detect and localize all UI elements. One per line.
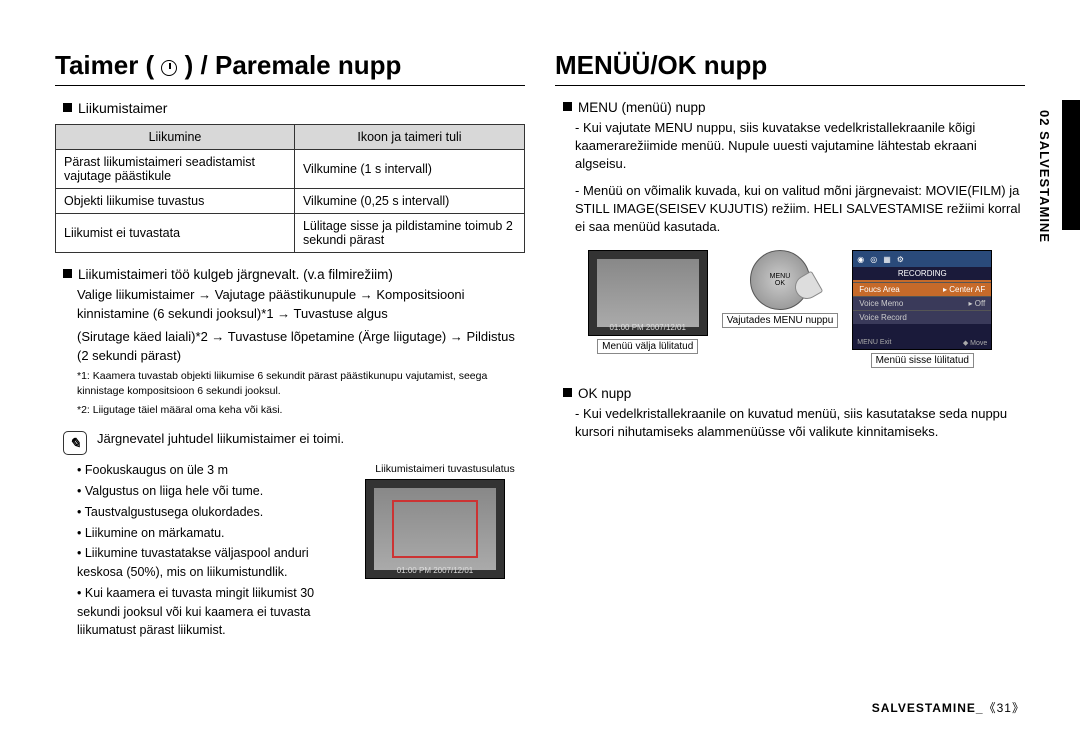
menu-ok-dial: MENU OK	[750, 250, 810, 310]
flow-title: Liikumistaimeri töö kulgeb järgnevalt. (…	[63, 267, 525, 282]
motion-timer-title: Liikumistaimer	[63, 100, 525, 116]
list-item: Taustvalgustusega olukordades.	[77, 503, 355, 522]
ok-body: - Kui vedelkristallekraanile on kuvatud …	[575, 405, 1025, 441]
footnote-2: *2: Liigutage täiel määral oma keha või …	[77, 403, 525, 418]
list-item: Kui kaamera ei tuvasta mingit liikumist …	[77, 584, 355, 640]
list-item: Fookuskaugus on üle 3 m	[77, 461, 355, 480]
menu-screen: ◉◎▦⚙ RECORDING Foucs Area▸ Center AF Voi…	[852, 250, 992, 350]
motion-timer-table: Liikumine Ikoon ja taimeri tuli Pärast l…	[55, 124, 525, 253]
caption-off: Menüü välja lülitatud	[597, 339, 698, 354]
table-row: Liikumist ei tuvastata Lülitage sisse ja…	[56, 214, 525, 253]
caption-on: Menüü sisse lülitatud	[871, 353, 974, 368]
info-icon: ✎	[63, 431, 87, 455]
menu-section-title: MENU (menüü) nupp	[563, 100, 1025, 115]
preview-row: 01:00 PM 2007/12/01 Menüü välja lülitatu…	[555, 250, 1025, 368]
right-column: MENÜÜ/OK nupp MENU (menüü) nupp - Kui va…	[555, 50, 1025, 642]
left-column: Taimer ( ) / Paremale nupp Liikumistaime…	[55, 50, 525, 642]
menu-item: Voice Memo▸ Off	[853, 296, 991, 310]
list-item: Liikumine on märkamatu.	[77, 524, 355, 543]
timer-icon	[161, 60, 177, 76]
table-header: Liikumine	[56, 125, 295, 150]
preview-lcd-off: 01:00 PM 2007/12/01 Menüü välja lülitatu…	[588, 250, 708, 354]
list-item: Liikumine tuvastatakse väljaspool anduri…	[77, 544, 355, 582]
flow-step-2: (Sirutage käed laiali)*2 → Tuvastuse lõp…	[77, 328, 525, 366]
section-tab-marker	[1062, 100, 1080, 230]
lcd-preview: 01:00 PM 2007/12/01	[365, 479, 505, 579]
preview-block: Liikumistaimeri tuvastusulatus 01:00 PM …	[365, 461, 525, 579]
preview-dial: MENU OK Vajutades MENU nuppu	[722, 250, 839, 328]
caption-dial: Vajutades MENU nuppu	[722, 313, 839, 328]
ok-section-title: OK nupp	[563, 386, 1025, 401]
info-box: ✎ Järgnevatel juhtudel liikumistaimer ei…	[63, 431, 525, 455]
menu-body-2: - Menüü on võimalik kuvada, kui on valit…	[575, 182, 1025, 237]
finger-icon	[791, 271, 824, 304]
lcd-timestamp: 01:00 PM 2007/12/01	[366, 566, 504, 575]
list-item: Valgustus on liiga hele või tume.	[77, 482, 355, 501]
left-heading: Taimer ( ) / Paremale nupp	[55, 50, 525, 86]
footnote-1: *1: Kaamera tuvastab objekti liikumise 6…	[77, 369, 525, 398]
right-heading: MENÜÜ/OK nupp	[555, 50, 1025, 86]
preview-caption: Liikumistaimeri tuvastusulatus	[365, 463, 525, 475]
flow-step-1: Valige liikumistaimer → Vajutage päästik…	[77, 286, 525, 324]
note-title: Järgnevatel juhtudel liikumistaimer ei t…	[97, 431, 344, 455]
preview-menu-on: ◉◎▦⚙ RECORDING Foucs Area▸ Center AF Voi…	[852, 250, 992, 368]
menu-item: Foucs Area▸ Center AF	[853, 282, 991, 296]
note-bullets: Fookuskaugus on üle 3 m Valgustus on lii…	[77, 461, 355, 642]
menu-body-1: - Kui vajutate MENU nuppu, siis kuvataks…	[575, 119, 1025, 174]
table-header: Ikoon ja taimeri tuli	[294, 125, 524, 150]
section-sidebar-label: 02 SALVESTAMINE	[1037, 110, 1052, 243]
page-content: Taimer ( ) / Paremale nupp Liikumistaime…	[0, 0, 1080, 672]
menu-item: Voice Record	[853, 310, 991, 324]
page-footer: SALVESTAMINE_《31》	[872, 699, 1025, 716]
table-row: Pärast liikumistaimeri seadistamist vaju…	[56, 150, 525, 189]
table-row: Objekti liikumise tuvastus Vilkumine (0,…	[56, 189, 525, 214]
